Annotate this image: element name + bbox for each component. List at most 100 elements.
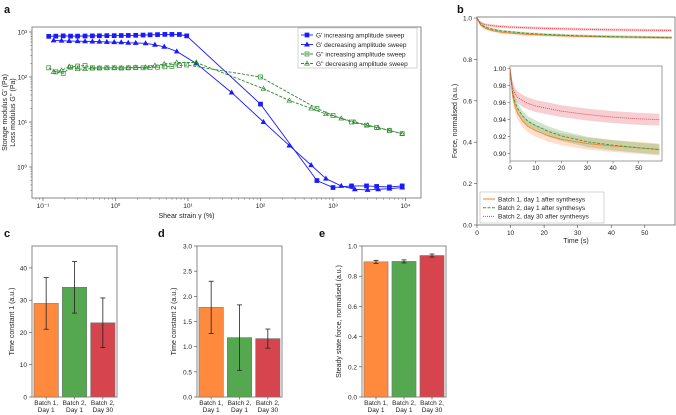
x-tick-label-a: 10³ <box>328 203 338 210</box>
data-point-a-0 <box>111 33 117 38</box>
legend-marker-a <box>304 60 310 66</box>
data-point-a-2 <box>162 64 168 70</box>
bar-e-2 <box>419 255 445 398</box>
data-point-a-3 <box>142 64 149 70</box>
x-tick-label-d: Batch 1, <box>199 400 223 407</box>
data-point-a-2 <box>46 65 52 71</box>
legend-label-a: G'' decreasing amplitude sweep <box>316 61 408 68</box>
data-point-a-3 <box>386 127 393 133</box>
data-point-a-0 <box>330 185 336 190</box>
y-tick-label-a: 10¹ <box>18 120 28 127</box>
data-point-a-1 <box>351 186 358 192</box>
data-point-a-1 <box>66 37 73 43</box>
data-point-a-0 <box>155 32 160 37</box>
data-point-a-1 <box>286 142 293 148</box>
data-point-a-2 <box>169 64 175 69</box>
data-point-a-1 <box>132 39 139 45</box>
y-tick-label-d: 0.5 <box>183 369 192 376</box>
data-point-a-3 <box>58 67 65 73</box>
data-point-a-3 <box>364 122 371 128</box>
data-point-a-0 <box>184 33 190 39</box>
x-tick-label-a: 10¹ <box>183 203 193 210</box>
y-tick-label-a: 10² <box>18 75 28 82</box>
x-tick-label-d: Batch 2, <box>228 400 252 407</box>
data-point-a-2 <box>364 122 369 128</box>
x-tick-label-inset: 0 <box>508 165 512 172</box>
x-tick-label-d: Day 1 <box>231 407 248 414</box>
series-line-a-1 <box>53 39 403 191</box>
data-point-a-1 <box>161 43 168 49</box>
x-tick-label-d: Day 1 <box>203 407 220 414</box>
data-point-a-0 <box>133 32 139 38</box>
x-tick-label-inset: 20 <box>558 165 566 172</box>
data-point-a-1 <box>74 38 81 44</box>
x-tick-label-b: 10 <box>507 230 515 237</box>
legend-label-b: Batch 1, day 1 after synthesys <box>498 196 586 203</box>
inset-plot-area <box>509 65 663 162</box>
x-tick-label-a: 10⁴ <box>400 203 410 210</box>
data-point-a-1 <box>375 186 382 192</box>
data-point-a-1 <box>142 40 149 46</box>
panel-label-d: d <box>158 228 165 240</box>
bar-e-1 <box>391 261 417 398</box>
data-point-a-3 <box>66 63 73 69</box>
data-point-a-1 <box>260 118 267 124</box>
data-point-a-2 <box>82 63 88 68</box>
y-axis-label-a-storage: Storage modulus G' (Pa) <box>2 74 9 151</box>
legend-label-b: Batch 2, day 30 after synthesys <box>498 214 589 221</box>
legend-marker-a <box>304 51 310 57</box>
series-line-b-1 <box>476 17 672 39</box>
y-tick-label-inset: 1.00 <box>493 66 506 73</box>
data-point-a-1 <box>228 89 235 95</box>
y-tick-label-d: 3.0 <box>183 244 192 251</box>
data-point-a-3 <box>82 65 88 72</box>
data-point-a-2 <box>140 65 146 71</box>
data-point-a-2 <box>258 74 263 80</box>
y-tick-label-c: 10 <box>20 362 28 369</box>
y-tick-label-d: 1.5 <box>183 319 192 326</box>
data-point-a-1 <box>364 186 371 192</box>
panel-label-e: e <box>319 228 325 240</box>
data-point-a-2 <box>147 65 153 70</box>
y-axis-label-e: Steady state force, normalised (a.u.) <box>336 265 343 378</box>
y-tick-label-inset: 0.92 <box>493 134 506 141</box>
data-point-a-1 <box>323 175 329 181</box>
data-point-a-1 <box>338 182 345 188</box>
x-tick-label-a: 10² <box>256 203 266 210</box>
y-tick-label-e: 0.2 <box>348 364 357 371</box>
data-point-a-0 <box>162 32 168 37</box>
data-point-a-0 <box>97 33 102 39</box>
data-point-a-3 <box>338 115 345 121</box>
data-point-a-0 <box>75 33 80 39</box>
data-point-a-0 <box>90 33 95 39</box>
data-point-a-1 <box>96 38 103 44</box>
y-tick-label-inset: 0.96 <box>493 100 506 107</box>
data-point-a-3 <box>152 62 158 68</box>
data-point-a-0 <box>169 32 175 37</box>
x-tick-label-e: Batch 2, <box>392 400 416 407</box>
data-point-a-1 <box>89 38 96 44</box>
inset-curves <box>510 68 660 156</box>
x-tick-label-inset: 50 <box>635 165 643 172</box>
data-point-a-1 <box>386 185 393 191</box>
x-tick-label-e: Batch 2, <box>420 400 444 407</box>
series-line-a-2 <box>48 64 403 135</box>
y-tick-label-e: 0.4 <box>348 334 357 341</box>
data-point-a-3 <box>351 118 358 124</box>
y-tick-label-e: 0.6 <box>348 304 357 311</box>
bar-e-0 <box>363 261 389 398</box>
x-tick-label-d: Day 30 <box>258 407 279 414</box>
data-point-a-2 <box>314 106 320 111</box>
data-point-a-3 <box>399 130 406 136</box>
data-point-a-3 <box>96 64 103 71</box>
error-band-inset-2 <box>510 68 660 126</box>
error-band-inset-0 <box>510 68 660 156</box>
data-point-a-3 <box>89 65 96 71</box>
x-tick-label-a: 10⁰ <box>111 202 121 210</box>
y-tick-label-a: 10³ <box>18 30 28 37</box>
y-axis-label-a-loss: Loss modulus G'' (Pa) <box>10 78 17 146</box>
panel-label-a: a <box>4 4 11 16</box>
data-point-a-3 <box>103 64 110 71</box>
series-line-inset-0 <box>510 68 660 150</box>
data-point-a-3 <box>132 64 139 70</box>
